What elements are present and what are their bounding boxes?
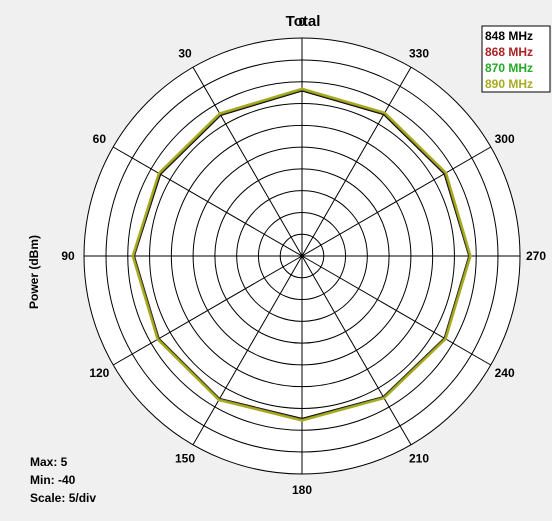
chart-title: Total	[286, 13, 321, 30]
grid-spoke	[192, 66, 303, 257]
max-label: Max: 5	[30, 455, 68, 469]
scale-label: Scale: 5/div	[30, 491, 96, 505]
legend-box	[481, 25, 551, 93]
legend: 848 MHz 868 MHz 870 MHz 890 MHz	[481, 25, 551, 93]
angle-tick-label: 300	[495, 132, 515, 146]
angle-tick-label: 30	[178, 46, 192, 60]
legend-entry: 870 MHz	[485, 61, 533, 75]
grid-spoke	[301, 255, 492, 366]
y-axis-label: Power (dBm)	[27, 235, 41, 309]
series-layer	[131, 87, 472, 422]
angle-tick-label: 90	[61, 249, 75, 263]
series-line	[131, 87, 472, 422]
angle-tick-label: 60	[93, 132, 107, 146]
angle-tick-label: 120	[89, 366, 109, 380]
legend-entry: 890 MHz	[485, 77, 533, 91]
angle-tick-label: 180	[292, 483, 312, 497]
grid-spoke	[112, 146, 303, 257]
grid-spoke	[112, 255, 303, 366]
grid-spoke	[301, 255, 412, 446]
legend-entry: 848 MHz	[485, 29, 533, 43]
grid-spoke	[192, 255, 303, 446]
angle-tick-label: 330	[409, 46, 429, 60]
angle-tick-label: 240	[495, 366, 515, 380]
angle-tick-label: 0	[299, 15, 306, 29]
grid-spoke	[301, 146, 492, 257]
legend-entry: 868 MHz	[485, 45, 533, 59]
grid-spoke	[301, 66, 412, 257]
angle-labels: 0 30 60 90 120 150 180 210 240 270 300 330	[61, 15, 546, 497]
min-label: Min: -40	[30, 473, 76, 487]
angle-tick-label: 210	[409, 452, 429, 466]
angle-tick-label: 270	[526, 249, 546, 263]
angle-tick-label: 150	[175, 452, 195, 466]
polar-grid	[83, 37, 521, 475]
